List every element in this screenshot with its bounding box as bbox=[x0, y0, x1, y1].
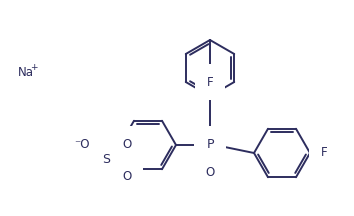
Text: S: S bbox=[102, 153, 110, 166]
Text: O: O bbox=[122, 138, 132, 151]
Text: Na: Na bbox=[18, 65, 34, 78]
Text: F: F bbox=[207, 76, 213, 89]
Text: O: O bbox=[205, 165, 215, 178]
Text: P: P bbox=[206, 138, 214, 151]
Text: ⁻O: ⁻O bbox=[74, 138, 90, 151]
Text: +: + bbox=[30, 64, 38, 73]
Text: F: F bbox=[321, 146, 327, 159]
Text: O: O bbox=[122, 170, 132, 183]
